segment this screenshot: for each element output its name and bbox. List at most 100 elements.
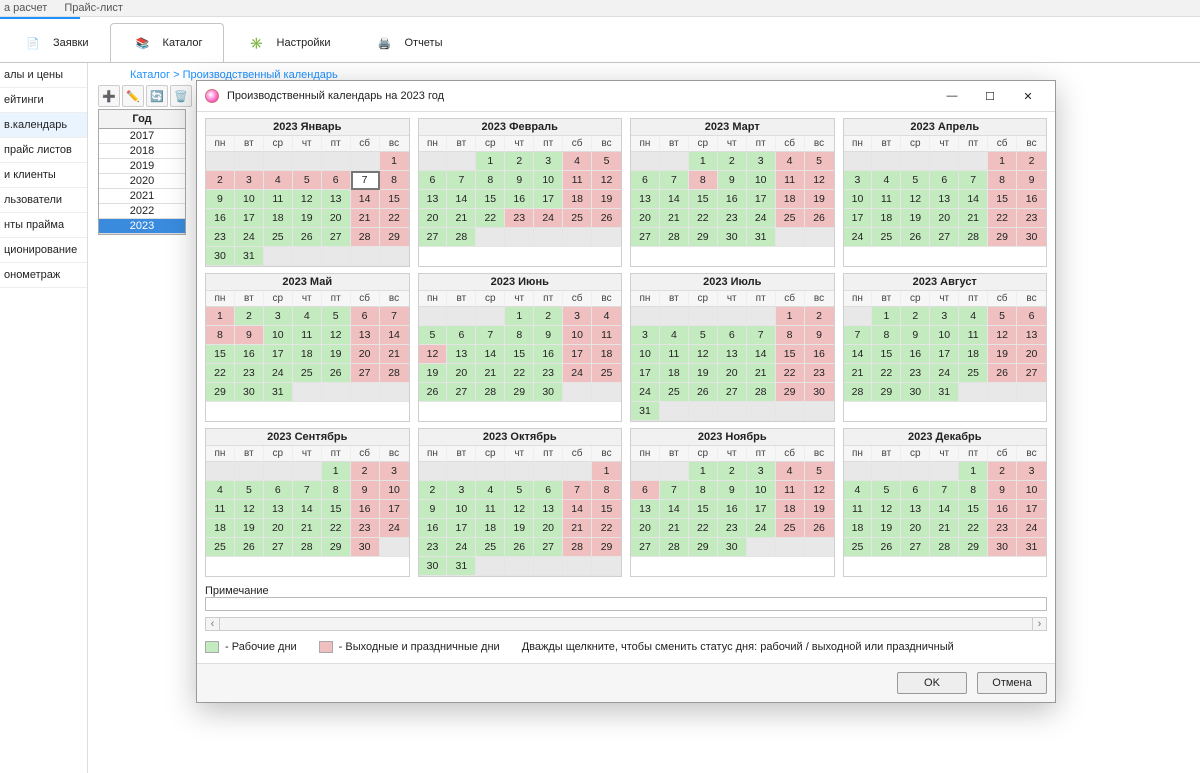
day-cell[interactable]: 27 — [534, 538, 563, 557]
day-cell[interactable]: 28 — [293, 538, 322, 557]
day-cell[interactable]: 1 — [872, 307, 901, 326]
day-cell[interactable]: 15 — [206, 345, 235, 364]
day-cell[interactable]: 7 — [844, 326, 873, 345]
day-cell[interactable]: 2 — [505, 152, 534, 171]
day-cell[interactable]: 20 — [1017, 345, 1046, 364]
day-cell[interactable]: 19 — [901, 209, 930, 228]
scroll-track[interactable] — [220, 618, 1032, 630]
day-cell[interactable]: 6 — [1017, 307, 1046, 326]
day-cell[interactable]: 29 — [776, 383, 805, 402]
day-cell[interactable]: 16 — [351, 500, 380, 519]
day-cell[interactable]: 27 — [264, 538, 293, 557]
day-cell[interactable]: 18 — [844, 519, 873, 538]
day-cell[interactable]: 29 — [689, 538, 718, 557]
day-cell[interactable]: 6 — [322, 171, 351, 190]
day-cell[interactable]: 26 — [235, 538, 264, 557]
day-cell[interactable]: 13 — [718, 345, 747, 364]
day-cell[interactable]: 5 — [419, 326, 448, 345]
day-cell[interactable]: 20 — [631, 519, 660, 538]
day-cell[interactable]: 27 — [718, 383, 747, 402]
day-cell[interactable]: 4 — [264, 171, 293, 190]
day-cell[interactable]: 17 — [747, 500, 776, 519]
year-row[interactable]: 2021 — [99, 189, 185, 204]
day-cell[interactable]: 17 — [235, 209, 264, 228]
day-cell[interactable]: 18 — [776, 190, 805, 209]
year-row[interactable]: 2020 — [99, 174, 185, 189]
day-cell[interactable]: 11 — [660, 345, 689, 364]
day-cell[interactable]: 6 — [419, 171, 448, 190]
day-cell[interactable]: 2 — [534, 307, 563, 326]
day-cell[interactable]: 8 — [872, 326, 901, 345]
day-cell[interactable]: 20 — [447, 364, 476, 383]
day-cell[interactable]: 15 — [689, 190, 718, 209]
ok-button[interactable]: OK — [897, 672, 967, 694]
day-cell[interactable]: 1 — [689, 152, 718, 171]
day-cell[interactable]: 12 — [988, 326, 1017, 345]
day-cell[interactable]: 8 — [322, 481, 351, 500]
day-cell[interactable]: 25 — [206, 538, 235, 557]
day-cell[interactable]: 20 — [930, 209, 959, 228]
breadcrumb-root[interactable]: Каталог — [130, 69, 170, 81]
day-cell[interactable]: 21 — [447, 209, 476, 228]
ribbon-tab-requests[interactable]: 📄 Заявки — [0, 23, 110, 62]
sidebar-item[interactable]: алы и цены — [0, 63, 87, 88]
day-cell[interactable]: 17 — [264, 345, 293, 364]
day-cell[interactable]: 23 — [206, 228, 235, 247]
year-row[interactable]: 2019 — [99, 159, 185, 174]
day-cell[interactable]: 22 — [872, 364, 901, 383]
day-cell[interactable]: 21 — [563, 519, 592, 538]
day-cell[interactable]: 26 — [419, 383, 448, 402]
day-cell[interactable]: 17 — [747, 190, 776, 209]
day-cell[interactable]: 28 — [930, 538, 959, 557]
day-cell[interactable]: 10 — [1017, 481, 1046, 500]
day-cell[interactable]: 7 — [959, 171, 988, 190]
day-cell[interactable]: 6 — [930, 171, 959, 190]
day-cell[interactable]: 9 — [988, 481, 1017, 500]
day-cell[interactable]: 16 — [718, 190, 747, 209]
day-cell[interactable]: 20 — [264, 519, 293, 538]
day-cell[interactable]: 12 — [805, 481, 834, 500]
day-cell[interactable]: 14 — [844, 345, 873, 364]
day-cell[interactable]: 19 — [235, 519, 264, 538]
sidebar-item[interactable]: нты прайма — [0, 213, 87, 238]
day-cell[interactable]: 13 — [930, 190, 959, 209]
day-cell[interactable]: 25 — [563, 209, 592, 228]
day-cell[interactable]: 8 — [206, 326, 235, 345]
day-cell[interactable]: 5 — [805, 152, 834, 171]
day-cell[interactable]: 21 — [959, 209, 988, 228]
day-cell[interactable]: 18 — [959, 345, 988, 364]
day-cell[interactable]: 20 — [718, 364, 747, 383]
day-cell[interactable]: 3 — [264, 307, 293, 326]
day-cell[interactable]: 22 — [776, 364, 805, 383]
day-cell[interactable]: 26 — [293, 228, 322, 247]
day-cell[interactable]: 23 — [351, 519, 380, 538]
sidebar-item[interactable]: онометраж — [0, 263, 87, 288]
ribbon-tab-settings[interactable]: ✳️ Настройки — [224, 23, 352, 62]
day-cell[interactable]: 18 — [206, 519, 235, 538]
day-cell[interactable]: 4 — [872, 171, 901, 190]
day-cell[interactable]: 23 — [901, 364, 930, 383]
day-cell[interactable]: 5 — [293, 171, 322, 190]
day-cell[interactable]: 5 — [505, 481, 534, 500]
day-cell[interactable]: 22 — [380, 209, 409, 228]
day-cell[interactable]: 4 — [293, 307, 322, 326]
day-cell[interactable]: 27 — [631, 228, 660, 247]
day-cell[interactable]: 18 — [476, 519, 505, 538]
day-cell[interactable]: 3 — [447, 481, 476, 500]
day-cell[interactable]: 17 — [563, 345, 592, 364]
day-cell[interactable]: 24 — [563, 364, 592, 383]
day-cell[interactable]: 7 — [293, 481, 322, 500]
day-cell[interactable]: 23 — [1017, 209, 1046, 228]
day-cell[interactable]: 15 — [776, 345, 805, 364]
day-cell[interactable]: 14 — [351, 190, 380, 209]
day-cell[interactable]: 23 — [534, 364, 563, 383]
day-cell[interactable]: 29 — [872, 383, 901, 402]
delete-button[interactable]: 🗑️ — [170, 85, 192, 107]
day-cell[interactable]: 12 — [901, 190, 930, 209]
day-cell[interactable]: 18 — [776, 500, 805, 519]
day-cell[interactable]: 22 — [959, 519, 988, 538]
day-cell[interactable]: 23 — [505, 209, 534, 228]
day-cell[interactable]: 22 — [505, 364, 534, 383]
day-cell[interactable]: 12 — [293, 190, 322, 209]
day-cell[interactable]: 18 — [872, 209, 901, 228]
